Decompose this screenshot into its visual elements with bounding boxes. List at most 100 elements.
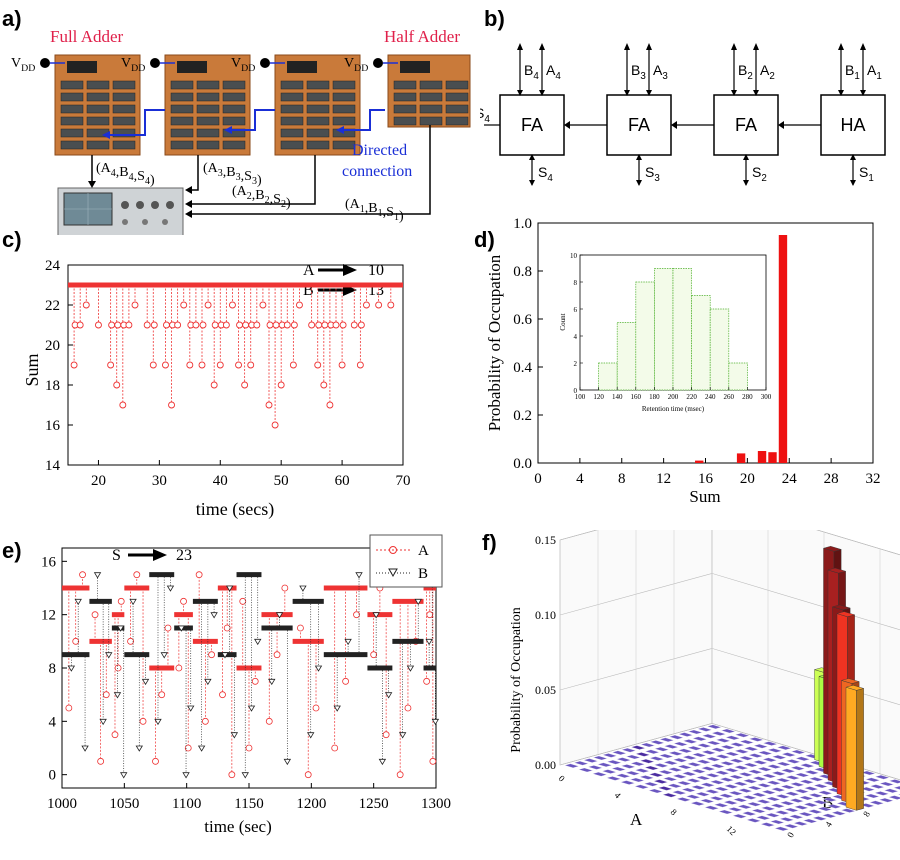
board-cell xyxy=(86,116,110,126)
floor-tile xyxy=(775,778,791,783)
inset-x-label: Retention time (msec) xyxy=(642,405,705,413)
floor-tile xyxy=(803,786,819,791)
arrowhead-icon xyxy=(838,90,844,96)
floor-tile xyxy=(762,741,778,746)
floor-tile xyxy=(685,794,701,799)
floor-tile xyxy=(779,801,795,806)
floor-tile xyxy=(807,809,823,814)
floor-tile xyxy=(760,806,776,811)
board-cell xyxy=(280,128,304,138)
series-a-point xyxy=(297,624,304,632)
data-point xyxy=(321,321,329,329)
x-tick-label: 1300 xyxy=(421,796,451,812)
vdd-label: VDD xyxy=(121,56,145,74)
floor-tile xyxy=(860,787,876,792)
floor-tile xyxy=(718,793,734,798)
y-tick-label: 0.8 xyxy=(513,264,532,280)
adder-block: FA B3 A3 S3 xyxy=(564,43,672,186)
data-point xyxy=(277,381,285,389)
floor-tile xyxy=(625,771,641,776)
x-tick-label: 16 xyxy=(698,471,714,487)
board-cell xyxy=(60,92,84,102)
floor-tile xyxy=(766,780,782,785)
arrowhead-icon xyxy=(850,180,856,186)
floor-tile xyxy=(821,813,837,818)
arrowhead-icon xyxy=(753,43,759,50)
adder-name: FA xyxy=(521,115,543,135)
input-a-label: A1 xyxy=(867,62,882,82)
floor-tile xyxy=(668,735,684,740)
x-tick-label: 20 xyxy=(740,471,755,487)
data-point xyxy=(375,301,383,309)
histogram-bar xyxy=(616,322,637,391)
series-a-point xyxy=(184,744,192,752)
vdd-node-icon xyxy=(40,58,50,68)
floor-tile xyxy=(804,770,820,775)
floor-tile xyxy=(767,748,783,753)
bar xyxy=(736,453,746,463)
series-a-point xyxy=(114,664,122,672)
board-cell xyxy=(306,104,330,114)
data-point xyxy=(314,361,322,369)
data-point xyxy=(95,321,102,329)
b-tick-label: 4 xyxy=(823,819,834,828)
z-tick-label: 0.00 xyxy=(535,758,556,772)
data-point xyxy=(247,361,255,369)
input-a-label: A3 xyxy=(653,62,668,82)
series-b-point xyxy=(81,745,89,752)
svg-text:S: S xyxy=(112,547,121,564)
series-b-point xyxy=(431,718,440,726)
floor-tile xyxy=(634,768,650,773)
floor-tile xyxy=(686,778,702,783)
y-tick-label: 4 xyxy=(49,714,57,730)
z-tick-label: 0.15 xyxy=(535,533,556,547)
inset-x-tick-label: 300 xyxy=(761,393,772,401)
x-tick-label: 28 xyxy=(824,471,839,487)
floor-tile xyxy=(874,775,890,780)
panel-e-label: e) xyxy=(2,538,22,563)
series-b-point xyxy=(344,638,352,646)
y-tick-label: 0.2 xyxy=(513,408,532,424)
directed-label-2: connection xyxy=(342,163,412,180)
floor-tile xyxy=(790,749,806,755)
board-cell xyxy=(86,80,110,90)
adder-name: FA xyxy=(628,115,650,135)
series-a-point xyxy=(133,571,141,579)
floor-tile xyxy=(756,799,772,804)
series-a-point xyxy=(79,571,86,579)
floor-tile xyxy=(700,766,716,771)
board-cell xyxy=(332,140,356,150)
b-axis-label: B xyxy=(822,793,833,812)
series-b-point xyxy=(283,758,292,766)
data-point xyxy=(259,301,267,309)
board-cell xyxy=(170,128,194,138)
y-tick-label: 20 xyxy=(45,338,60,354)
data-point xyxy=(108,321,116,329)
floor-tile xyxy=(691,769,707,774)
data-point xyxy=(253,321,261,329)
panel-d: d) Probability of Occupation Sum 0.0 0.2 0… xyxy=(470,215,900,505)
floor-tile xyxy=(743,746,759,751)
series-b-point xyxy=(314,665,323,672)
floor-tile xyxy=(697,727,713,732)
floor-tile xyxy=(643,782,659,787)
inset-x-tick-label: 280 xyxy=(742,393,753,401)
data-point xyxy=(125,321,133,329)
board-cell xyxy=(445,116,469,126)
floor-tile xyxy=(671,790,687,795)
series-b-point xyxy=(398,732,407,739)
arrowhead-icon xyxy=(743,154,749,160)
board-cell xyxy=(222,140,246,150)
series-b-point xyxy=(225,585,234,592)
series-a-point xyxy=(180,597,187,605)
output-label: (A4,B4,S4) xyxy=(96,161,155,188)
arrowhead-icon xyxy=(743,180,749,186)
board-cell xyxy=(86,92,110,102)
series-b-point xyxy=(378,758,387,766)
series-b-point xyxy=(307,732,315,739)
floor-tile xyxy=(587,765,603,770)
floor-tile xyxy=(720,728,736,734)
series-a-point xyxy=(312,704,320,712)
panel-f-label: f) xyxy=(482,530,497,555)
floor-tile xyxy=(639,775,655,780)
